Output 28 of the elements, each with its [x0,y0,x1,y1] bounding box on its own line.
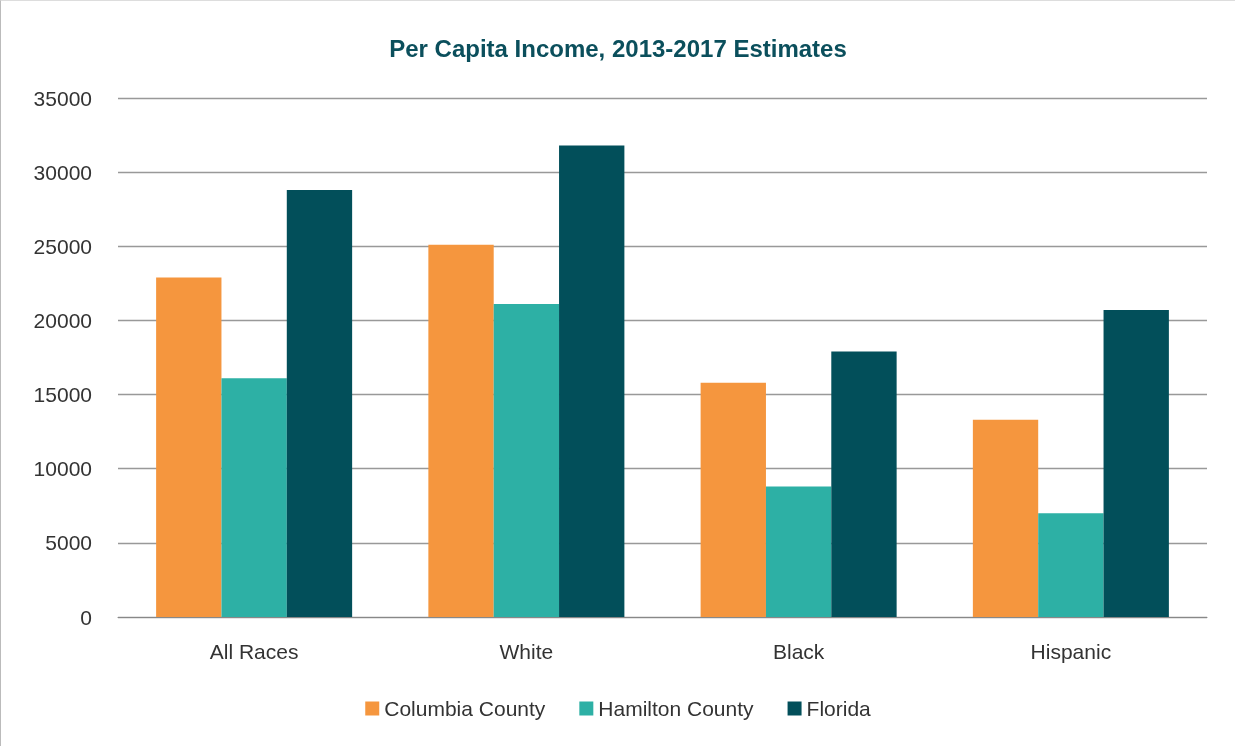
x-tick-label: White [499,640,554,663]
bar [831,351,897,617]
bar [700,382,766,617]
y-tick-label: 15000 [33,383,92,407]
y-tick-label: 30000 [33,160,92,184]
x-tick-label: Hispanic [1030,640,1112,663]
legend-label: Hamilton County [598,697,755,720]
bar [972,419,1039,617]
bar [493,304,560,617]
x-tick-label: Black [772,640,825,663]
y-tick-label: 10000 [33,457,92,481]
y-tick-label: 5000 [45,531,92,555]
x-tick-label: All Races [209,640,299,663]
chart-title: Per Capita Income, 2013-2017 Estimates [389,34,847,62]
bar [559,145,625,617]
legend-label: Florida [806,697,872,720]
bar [428,244,494,617]
bar [156,277,222,617]
legend-label: Columbia County [384,697,546,720]
bar [221,378,287,617]
bar [1103,310,1169,617]
bar [286,189,353,617]
y-tick-label: 35000 [33,86,92,110]
bar [1038,513,1104,617]
y-tick-label: 0 [80,605,92,629]
y-tick-label: 25000 [33,234,92,258]
y-tick-label: 20000 [33,308,92,332]
bar [765,486,832,617]
